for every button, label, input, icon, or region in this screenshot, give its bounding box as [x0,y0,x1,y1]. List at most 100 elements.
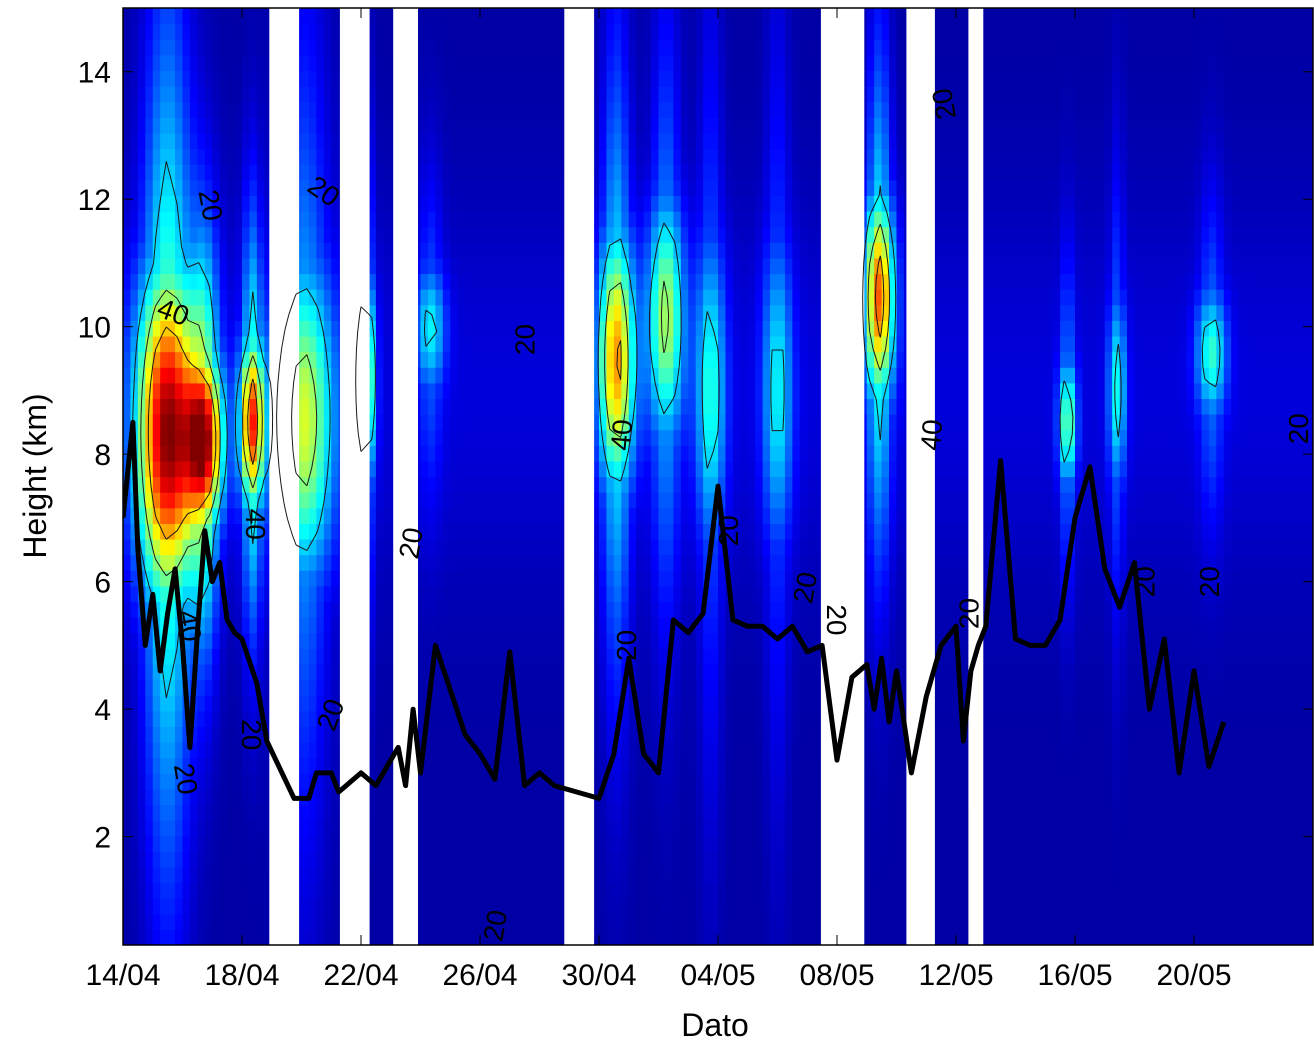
heatmap-cell [450,8,459,25]
heatmap-cell [242,554,251,571]
heatmap-cell [591,476,600,493]
heatmap-cell [182,866,191,884]
heatmap-cell [480,570,489,587]
heatmap-cell [457,164,466,181]
heatmap-cell [316,289,325,306]
heatmap-cell [264,86,273,103]
heatmap-cell [502,320,511,337]
heatmap-cell [264,8,273,25]
heatmap-cell [137,788,146,806]
heatmap-cell [234,101,243,118]
heatmap-cell [219,804,228,821]
heatmap-cell [606,101,615,118]
heatmap-cell [613,523,622,540]
heatmap-cell [331,866,340,884]
heatmap-cell [331,507,340,524]
heatmap-cell [152,117,161,134]
heatmap-cell [375,632,384,649]
heatmap-cell [487,585,496,603]
heatmap-cell [710,820,719,837]
heatmap-cell [219,398,228,415]
heatmap-cell [145,851,154,868]
heatmap-cell [383,679,392,696]
heatmap-cell [651,788,660,806]
heatmap-cell [613,507,622,524]
heatmap-cell [242,929,251,945]
heatmap-cell [718,741,727,759]
heatmap-cell [718,8,727,25]
heatmap-cell [591,242,600,259]
heatmap-cell [628,820,637,837]
heatmap-cell [465,101,474,118]
heatmap-cell [725,273,734,290]
heatmap-cell [680,617,689,634]
heatmap-cell [554,492,563,509]
heatmap-cell [308,445,317,462]
heatmap-cell [249,398,258,415]
heatmap-cell [539,445,548,462]
heatmap-cell [688,632,697,649]
heatmap-cell [264,679,273,696]
heatmap-cell [673,929,682,945]
heatmap-cell [695,851,704,868]
heatmap-cell [123,382,132,400]
heatmap-cell [457,804,466,821]
heatmap-cell [316,741,325,759]
heatmap-cell [628,570,637,587]
heatmap-cell [658,507,667,524]
heatmap-cell [517,804,526,821]
heatmap-cell [539,695,548,712]
heatmap-cell [375,70,384,87]
heatmap-cell [703,726,712,743]
heatmap-cell [227,741,236,759]
heatmap-cell [554,507,563,524]
heatmap-cell [517,663,526,681]
heatmap-cell [227,351,236,368]
heatmap-cell [204,741,213,759]
heatmap-cell [249,367,258,384]
heatmap-cell [383,851,392,868]
heatmap-cell [175,773,184,790]
heatmap-cell [472,257,481,275]
heatmap-cell [420,554,429,571]
heatmap-cell [234,523,243,540]
heatmap-cell [160,585,169,603]
heatmap-cell [175,570,184,587]
heatmap-cell [204,476,213,493]
heatmap-cell [368,538,377,556]
heatmap-cell [532,648,541,665]
heatmap-cell [308,741,317,759]
heatmap-cell [123,429,132,446]
heatmap-cell [517,866,526,884]
heatmap-cell [368,211,377,228]
heatmap-cell [160,679,169,696]
heatmap-cell [137,492,146,509]
heatmap-cell [323,601,332,618]
heatmap-cell [465,39,474,56]
heatmap-cell [130,710,139,727]
heatmap-cell [710,851,719,868]
heatmap-cell [227,851,236,868]
heatmap-cell [621,851,630,868]
heatmap-cell [264,148,273,165]
heatmap-cell [197,913,206,930]
heatmap-cell [204,929,213,945]
heatmap-cell [368,335,377,353]
heatmap-cell [695,726,704,743]
heatmap-cell [599,695,608,712]
heatmap-cell [472,695,481,712]
heatmap-cell [710,148,719,165]
heatmap-cell [621,710,630,727]
heatmap-cell [375,257,384,275]
heatmap-cell [517,882,526,899]
heatmap-cell [725,54,734,72]
heatmap-cell [465,929,474,945]
heatmap-cell [316,54,325,72]
heatmap-cell [494,820,503,837]
heatmap-cell [137,851,146,868]
heatmap-cell [204,617,213,634]
heatmap-cell [160,445,169,462]
heatmap-cell [323,132,332,150]
heatmap-cell [167,835,176,852]
heatmap-cell [442,554,451,571]
